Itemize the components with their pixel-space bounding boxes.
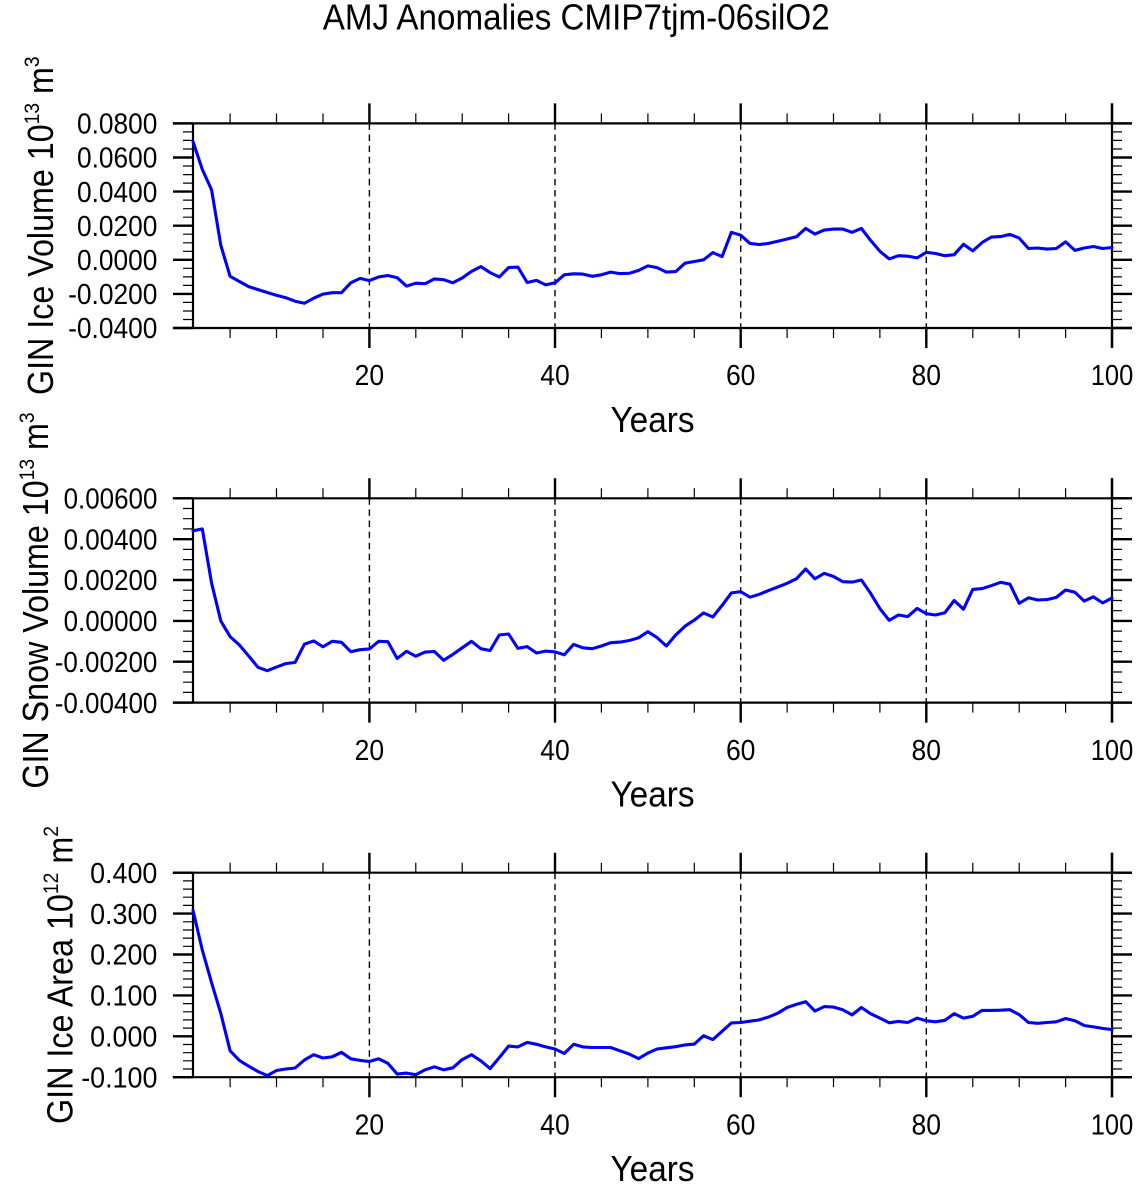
svg-text:Years: Years	[611, 399, 695, 440]
svg-text:0.00000: 0.00000	[64, 606, 158, 638]
svg-text:-0.0400: -0.0400	[68, 313, 157, 345]
svg-text:0.0800: 0.0800	[77, 109, 157, 141]
svg-text:0.0000: 0.0000	[77, 245, 157, 277]
svg-text:-0.100: -0.100	[81, 1062, 157, 1094]
svg-text:100: 100	[1091, 360, 1134, 392]
svg-text:0.100: 0.100	[90, 981, 157, 1013]
svg-text:0.00600: 0.00600	[64, 484, 158, 516]
svg-text:80: 80	[912, 1109, 942, 1141]
svg-text:-0.00200: -0.00200	[55, 647, 158, 679]
svg-text:40: 40	[540, 735, 570, 767]
svg-text:0.0600: 0.0600	[77, 143, 157, 175]
svg-text:-0.00400: -0.00400	[55, 688, 158, 720]
svg-text:40: 40	[540, 360, 570, 392]
svg-text:Years: Years	[611, 1148, 695, 1186]
svg-text:60: 60	[726, 1109, 756, 1141]
svg-text:-0.0200: -0.0200	[68, 279, 157, 311]
svg-text:100: 100	[1091, 735, 1134, 767]
svg-text:0.300: 0.300	[90, 899, 157, 931]
svg-text:40: 40	[540, 1109, 570, 1141]
svg-text:0.000: 0.000	[90, 1022, 157, 1054]
svg-text:0.00200: 0.00200	[64, 565, 158, 597]
svg-text:GIN Snow Volume 1013 m3: GIN Snow Volume 1013 m3	[15, 412, 56, 788]
svg-text:GIN Ice Area 1012 m2: GIN Ice Area 1012 m2	[39, 826, 80, 1124]
svg-text:0.400: 0.400	[90, 858, 157, 890]
svg-text:60: 60	[726, 360, 756, 392]
svg-text:0.0400: 0.0400	[77, 177, 157, 209]
svg-text:Years: Years	[611, 774, 695, 815]
svg-text:20: 20	[355, 360, 385, 392]
svg-text:100: 100	[1091, 1109, 1134, 1141]
svg-text:GIN Ice Volume 1013 m3: GIN Ice Volume 1013 m3	[20, 56, 61, 395]
svg-text:20: 20	[355, 735, 385, 767]
svg-text:80: 80	[912, 360, 942, 392]
svg-text:0.0200: 0.0200	[77, 211, 157, 243]
svg-text:60: 60	[726, 735, 756, 767]
svg-text:AMJ Anomalies CMIP7tjm-06silO2: AMJ Anomalies CMIP7tjm-06silO2	[323, 0, 830, 38]
svg-text:80: 80	[912, 735, 942, 767]
svg-text:0.00400: 0.00400	[64, 524, 158, 556]
svg-text:20: 20	[355, 1109, 385, 1141]
svg-text:0.200: 0.200	[90, 940, 157, 972]
